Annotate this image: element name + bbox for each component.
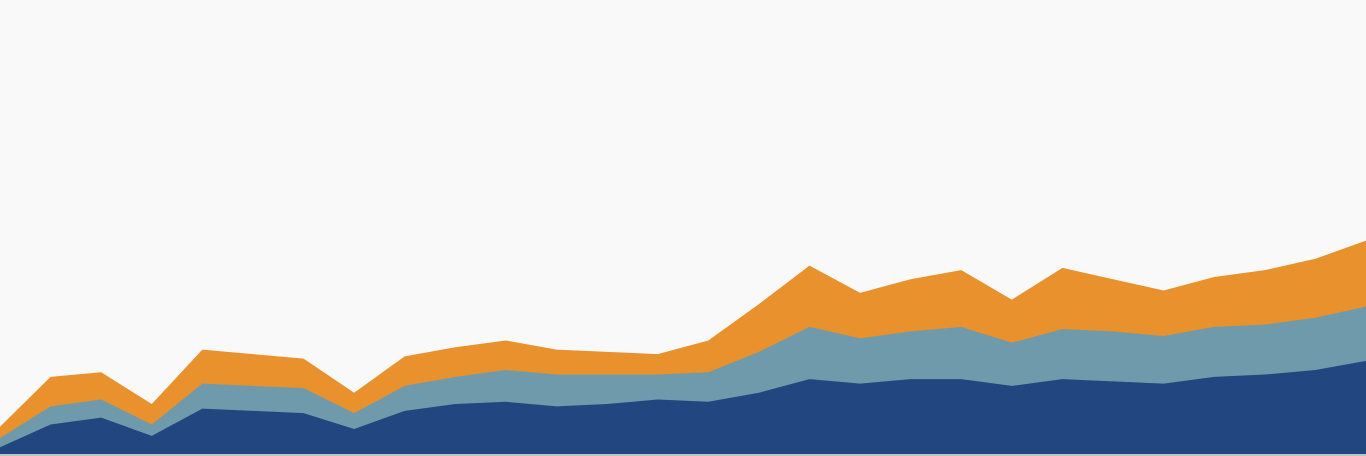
area-series-group [0,240,1366,454]
area-series-1 [0,360,1366,454]
baseline-rule [0,454,1366,456]
